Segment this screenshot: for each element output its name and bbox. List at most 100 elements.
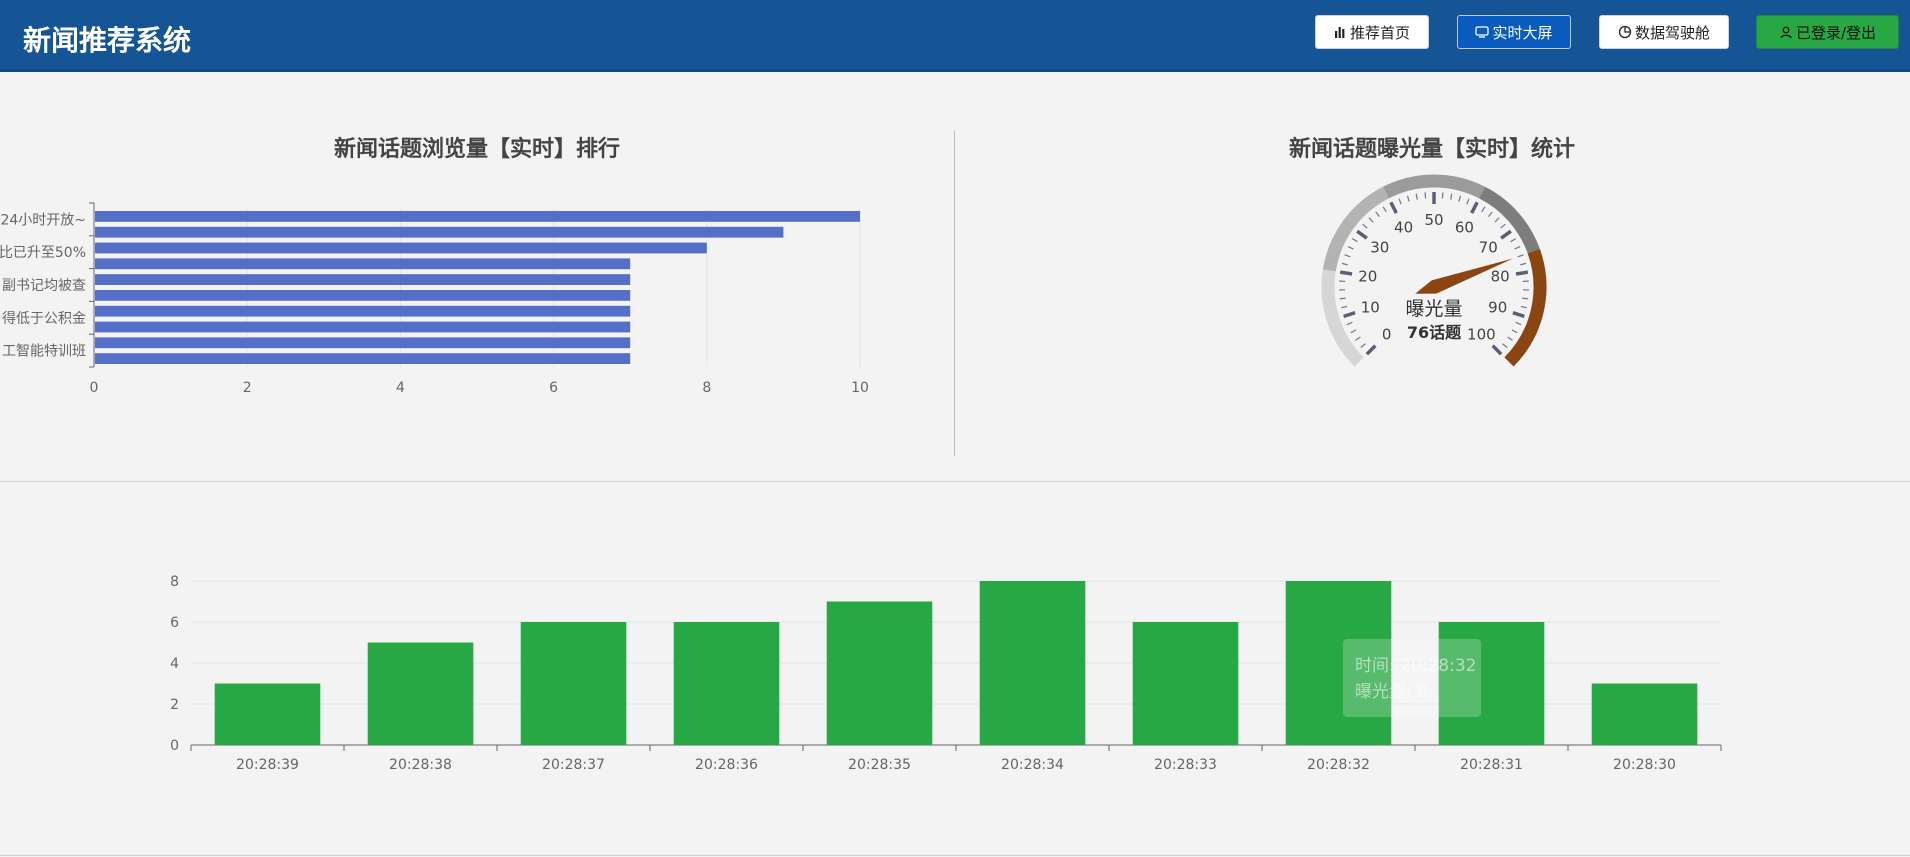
gauge-chart-title: 新闻话题曝光量【实时】统计 (1288, 137, 1575, 162)
gauge-minor-tick (1522, 297, 1529, 300)
gauge-tick-label: 70 (1479, 239, 1498, 257)
x-tick-label: 2 (243, 380, 252, 396)
exposure-gauge: 010 20 30 40 50 60 70 80 90 100 曝光量 76话题 (1321, 174, 1547, 367)
gauge-tick-label: 100 (1467, 325, 1496, 343)
gauge-major-tick (1343, 310, 1356, 319)
nav-home-button[interactable]: 推荐首页 (1315, 15, 1429, 49)
gauge-minor-tick (1466, 198, 1470, 205)
gauge-minor-tick (1339, 297, 1346, 300)
gauge-minor-tick (1458, 195, 1462, 202)
x-category-label: 20:28:39 (236, 757, 299, 773)
gauge-minor-tick (1347, 246, 1354, 250)
gauge-arc (1504, 248, 1547, 367)
bar (95, 211, 860, 222)
bar (673, 622, 780, 745)
x-category-label: 20:28:34 (1001, 757, 1064, 773)
bar (1285, 581, 1392, 745)
nav-cockpit-button[interactable]: 数据驾驶舱 (1599, 15, 1729, 49)
x-tick-label: 8 (702, 380, 711, 396)
gauge-minor-tick (1406, 195, 1410, 202)
monitor-icon (1475, 26, 1490, 38)
gauge-detail: 76话题 (1407, 323, 1462, 342)
gauge-tick-label: 10 (1361, 299, 1380, 317)
bar (1132, 622, 1239, 745)
gauge-major-tick (1470, 201, 1479, 214)
tooltip-value: 曝光量: 8 (1355, 682, 1428, 702)
gauge-arc (1382, 174, 1486, 199)
nav-login-label: 已登录/登出 (1795, 23, 1877, 42)
nav-home-label: 推荐首页 (1349, 23, 1410, 42)
ranking-chart-title: 新闻话题浏览量【实时】排行 (333, 137, 620, 162)
bar (520, 622, 627, 745)
gauge-pointer (1415, 258, 1514, 294)
gauge-tick-label: 50 (1424, 211, 1443, 229)
gauge-minor-tick (1375, 211, 1380, 218)
gauge-major-tick (1515, 270, 1529, 276)
gauge-minor-tick (1341, 305, 1348, 309)
user-icon (1779, 25, 1793, 39)
gauge-minor-tick (1346, 321, 1353, 326)
x-tick-label: 6 (549, 380, 558, 396)
bar (95, 242, 707, 254)
gauge-minor-tick (1520, 262, 1527, 266)
y-category-label: 工智能特训班 (2, 344, 86, 360)
x-category-label: 20:28:36 (695, 757, 758, 773)
gauge-major-tick (1491, 344, 1503, 356)
bar (367, 642, 474, 745)
bar (95, 305, 631, 317)
nav-login-button[interactable]: 已登录/登出 (1756, 15, 1899, 49)
y-category-label: 副书记均被查 (2, 278, 86, 294)
panel-divider-horizontal (0, 481, 1910, 482)
gauge-minor-tick (1500, 223, 1506, 229)
pie-chart-icon (1618, 25, 1632, 39)
gauge-minor-tick (1398, 198, 1402, 205)
gauge-tick-label: 0 (1382, 325, 1392, 343)
gauge-minor-tick (1511, 329, 1518, 334)
y-tick-label: 2 (170, 697, 179, 713)
gauge-minor-tick (1517, 254, 1524, 258)
y-tick-label: 0 (170, 738, 179, 754)
bar (95, 337, 631, 349)
exposure-time-bar-chart: 0 2 4 6 8 20:28:39 20:28:38 20:28:37 20:28:36 20:… (170, 574, 1722, 773)
gauge-minor-tick (1368, 217, 1374, 223)
x-tick-label: 0 (90, 380, 99, 396)
gauge-minor-tick (1441, 192, 1444, 199)
gauge-minor-tick (1350, 329, 1357, 334)
x-tick-label: 4 (396, 380, 405, 396)
gauge-major-tick (1356, 229, 1368, 240)
bar (979, 581, 1086, 745)
gauge-tick-label: 30 (1370, 239, 1389, 257)
x-category-label: 20:28:31 (1460, 757, 1523, 773)
x-category-label: 20:28:35 (848, 757, 911, 773)
gauge-minor-tick (1424, 192, 1427, 199)
gauge-minor-tick (1344, 254, 1351, 258)
gauge-arc (1322, 186, 1389, 272)
gauge-minor-tick (1507, 336, 1513, 341)
x-category-label: 20:28:38 (389, 757, 452, 773)
y-category-label: 24小时开放~ (0, 212, 86, 228)
gauge-minor-tick (1488, 211, 1493, 218)
x-category-label: 20:28:33 (1154, 757, 1217, 773)
bar (214, 683, 321, 745)
tooltip-time: 时间: 20:28:32 (1355, 656, 1477, 676)
bar (95, 321, 631, 333)
gauge-minor-tick (1502, 343, 1508, 349)
bar (95, 274, 631, 285)
gauge-tick-label: 60 (1455, 218, 1474, 236)
gauge-tick-label: 20 (1358, 268, 1377, 286)
gauge-tick-label: 40 (1394, 218, 1413, 236)
chart-tooltip: 时间: 20:28:32 曝光量: 8 (1343, 639, 1481, 717)
gauge-minor-tick (1362, 223, 1368, 229)
y-tick-label: 6 (170, 615, 179, 631)
gauge-major-tick (1512, 310, 1525, 319)
bar (95, 290, 631, 301)
y-tick-label: 4 (170, 656, 179, 672)
gauge-tick-label: 80 (1491, 268, 1510, 286)
x-category-label: 20:28:32 (1307, 757, 1370, 773)
nav-screen-button[interactable]: 实时大屏 (1457, 15, 1571, 49)
gauge-minor-tick (1355, 336, 1361, 341)
x-category-label: 20:28:37 (542, 757, 605, 773)
gauge-minor-tick (1494, 217, 1500, 223)
app-title: 新闻推荐系统 (23, 24, 192, 57)
